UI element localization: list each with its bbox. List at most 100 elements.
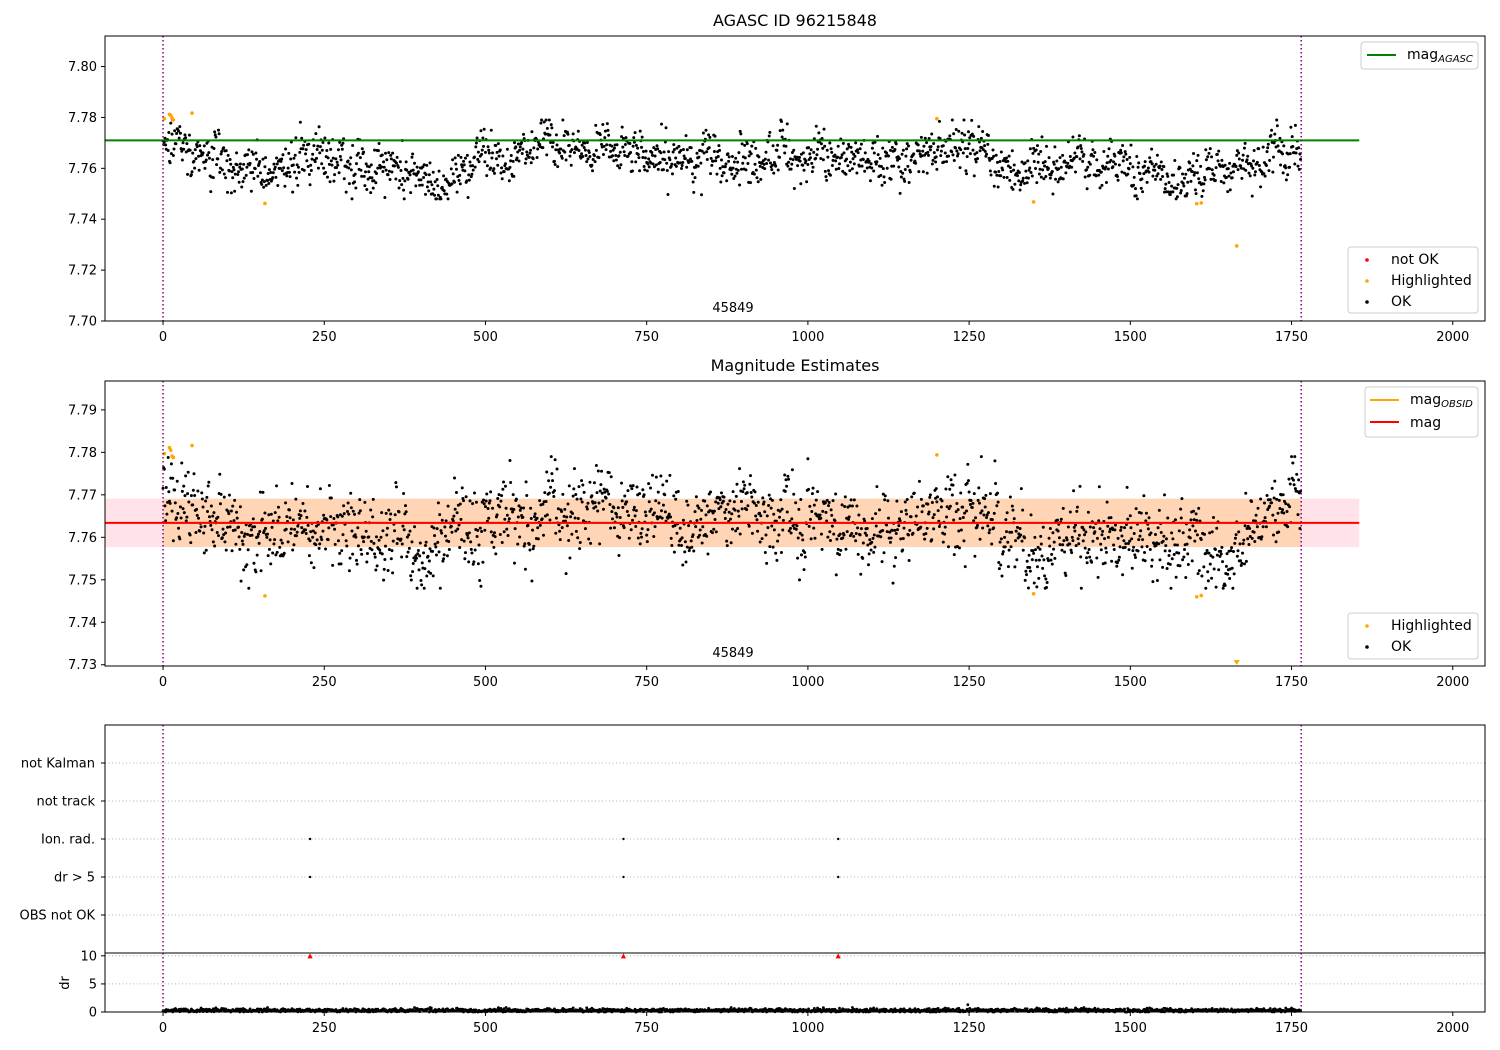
- ok-point: [833, 519, 837, 523]
- ok-point: [300, 136, 304, 140]
- ok-point: [1175, 543, 1179, 547]
- ok-point: [705, 150, 709, 154]
- ok-point: [607, 133, 611, 137]
- ok-point: [414, 184, 418, 188]
- ok-point: [842, 533, 846, 537]
- ok-point: [354, 535, 358, 539]
- ok-point: [404, 160, 408, 164]
- ok-point: [907, 559, 911, 563]
- ok-point: [869, 162, 873, 166]
- ok-point: [306, 165, 310, 169]
- ok-point: [623, 494, 627, 498]
- ok-point: [1209, 177, 1213, 181]
- ok-point: [1004, 518, 1008, 522]
- ok-point: [718, 498, 722, 502]
- ok-point: [549, 485, 553, 489]
- ok-point: [1131, 165, 1135, 169]
- ok-point: [390, 549, 394, 553]
- ok-point: [439, 197, 443, 201]
- ok-point: [640, 535, 644, 539]
- ok-point: [809, 537, 813, 541]
- ok-point: [731, 166, 735, 170]
- ok-point: [548, 133, 552, 137]
- ok-point: [1006, 565, 1010, 569]
- ok-point: [583, 148, 587, 152]
- ok-point: [536, 140, 540, 144]
- ok-point: [171, 153, 175, 157]
- ok-point: [662, 150, 666, 154]
- ok-point: [603, 129, 607, 133]
- ok-point: [957, 129, 961, 133]
- ok-point: [1099, 170, 1103, 174]
- ok-point: [1262, 172, 1266, 176]
- ok-point: [359, 548, 363, 552]
- ok-point: [982, 513, 986, 517]
- ok-point: [552, 495, 556, 499]
- ok-point: [733, 174, 737, 178]
- ok-point: [521, 515, 525, 519]
- ok-point: [1192, 518, 1196, 522]
- ok-point: [506, 533, 510, 537]
- ok-point: [1207, 151, 1211, 155]
- ok-point: [785, 122, 789, 126]
- ok-point: [673, 523, 677, 527]
- ok-point: [1042, 558, 1046, 562]
- ok-point: [422, 163, 426, 167]
- ok-point: [427, 189, 431, 193]
- ok-point: [270, 525, 274, 529]
- ok-point: [1146, 527, 1150, 531]
- ok-point: [163, 504, 167, 508]
- ok-point: [783, 473, 787, 477]
- ok-point: [707, 133, 711, 137]
- ok-point: [649, 486, 653, 490]
- ok-point: [558, 151, 562, 155]
- ok-point: [1028, 147, 1032, 151]
- ok-point: [899, 170, 903, 174]
- ok-point: [380, 153, 384, 157]
- ok-point: [258, 159, 262, 163]
- ok-point: [1261, 525, 1265, 529]
- x-tick-label: 1500: [1114, 675, 1147, 690]
- ok-point: [774, 551, 778, 555]
- ok-point: [722, 495, 726, 499]
- ok-point: [1059, 517, 1063, 521]
- ok-point: [469, 547, 473, 551]
- ok-point: [832, 532, 836, 536]
- ok-point: [871, 536, 875, 540]
- ok-point: [737, 514, 741, 518]
- ok-point: [1121, 159, 1125, 163]
- ok-point: [1293, 455, 1297, 459]
- ok-point: [1019, 183, 1023, 187]
- ok-point: [777, 533, 781, 537]
- ok-point: [1001, 550, 1005, 554]
- ok-point: [1291, 461, 1295, 465]
- ok-point: [329, 496, 333, 500]
- ok-point: [1150, 147, 1154, 151]
- ok-point: [1263, 174, 1267, 178]
- ok-point: [739, 132, 743, 136]
- ok-point: [321, 140, 325, 144]
- ok-point: [404, 504, 408, 508]
- ok-point: [182, 511, 186, 515]
- ok-point: [647, 482, 651, 486]
- ok-point: [921, 170, 925, 174]
- ok-point: [216, 515, 220, 519]
- ok-point: [205, 495, 209, 499]
- ok-point: [827, 504, 831, 508]
- ok-point: [364, 529, 368, 533]
- ok-point: [219, 492, 223, 496]
- ok-point: [431, 549, 435, 553]
- ok-point: [1044, 586, 1048, 590]
- ok-point: [438, 586, 442, 590]
- ok-point: [1263, 516, 1267, 520]
- ok-point: [408, 529, 412, 533]
- ok-point: [1031, 151, 1035, 155]
- ok-point: [377, 142, 381, 146]
- ok-point: [386, 173, 390, 177]
- ok-point: [649, 507, 653, 511]
- ok-point: [588, 154, 592, 158]
- dr-point: [266, 1006, 269, 1009]
- ok-point: [339, 158, 343, 162]
- ok-point: [770, 498, 774, 502]
- ok-point: [769, 506, 773, 510]
